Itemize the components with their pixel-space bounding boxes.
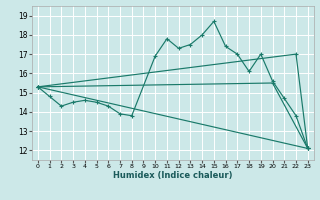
X-axis label: Humidex (Indice chaleur): Humidex (Indice chaleur): [113, 171, 233, 180]
